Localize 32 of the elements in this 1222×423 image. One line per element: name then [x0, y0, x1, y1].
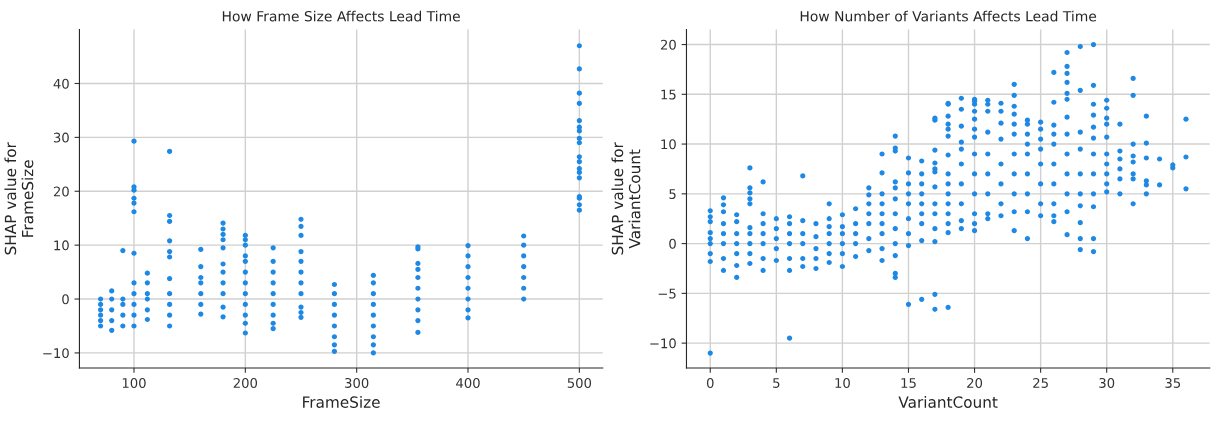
y-tick-label: 10 [661, 139, 676, 150]
x-tick-label: 400 [456, 377, 480, 388]
x-tick-label: 15 [901, 378, 916, 388]
x-tick-label: 20 [967, 377, 983, 388]
x-tick-label: 10 [835, 377, 850, 388]
y-axis-title: SHAP value for VariantCount [611, 142, 641, 255]
y-tick-label: −10 [43, 348, 69, 359]
y-tick-label: 30 [53, 132, 69, 143]
y-tick-label: 20 [660, 39, 676, 50]
chart-title: How Number of Variants Affects Lead Time [800, 10, 1097, 22]
x-tick-label: 35 [1165, 377, 1181, 388]
y-tick-label: −10 [650, 338, 676, 349]
x-tick-label: 30 [1099, 377, 1115, 388]
y-tick-label: −5 [658, 288, 676, 299]
x-axis-title: VariantCount [898, 396, 998, 408]
y-tick-label: 0 [669, 238, 676, 249]
y-tick-label: 15 [661, 89, 676, 100]
x-tick-label: 300 [345, 377, 369, 388]
y-tick-label: 5 [669, 189, 676, 200]
y-tick-label: 0 [62, 294, 69, 305]
x-axis-title: FrameSize [303, 396, 380, 408]
y-tick-label: 40 [53, 78, 69, 89]
chart-title: How Frame Size Affects Lead Time [222, 10, 460, 22]
x-tick-label: 25 [1033, 377, 1048, 388]
y-tick-label: 20 [53, 186, 69, 197]
x-tick-label: 500 [567, 377, 592, 388]
y-axis-title: SHAP value for FrameSize [4, 142, 34, 255]
x-tick-label: 5 [773, 378, 780, 388]
x-tick-label: 0 [706, 377, 714, 388]
x-tick-label: 100 [122, 377, 146, 388]
x-tick-label: 200 [233, 377, 258, 388]
y-tick-label: 10 [54, 240, 69, 251]
